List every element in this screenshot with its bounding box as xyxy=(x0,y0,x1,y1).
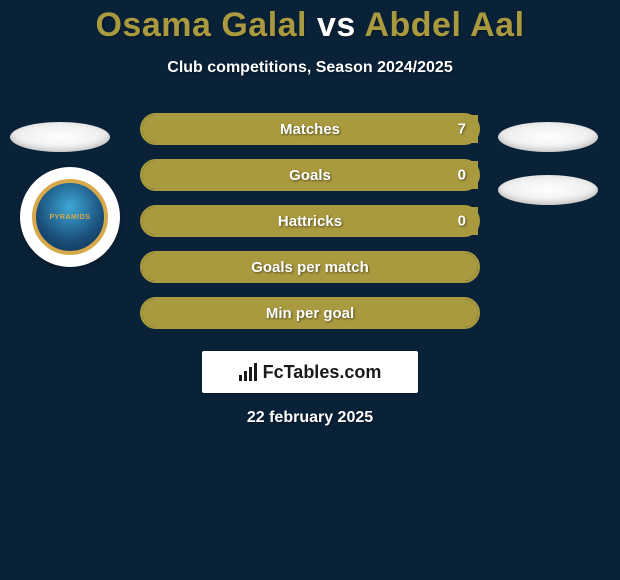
title-player2: Abdel Aal xyxy=(364,6,524,44)
stat-row: Min per goal xyxy=(140,297,480,329)
subtitle: Club competitions, Season 2024/2025 xyxy=(0,59,620,77)
stat-label: Goals xyxy=(289,167,331,184)
date-text: 22 february 2025 xyxy=(0,409,620,427)
stat-label: Min per goal xyxy=(266,305,354,322)
stat-value-right: 0 xyxy=(458,213,466,230)
stat-row: Goals per match xyxy=(140,251,480,283)
player2-avatar xyxy=(498,122,598,152)
stat-row: Goals 0 xyxy=(140,159,480,191)
stat-value-right: 7 xyxy=(458,121,466,138)
player1-club-badge: PYRAMIDS xyxy=(20,167,120,267)
bars-icon xyxy=(239,363,257,381)
player2-club-avatar xyxy=(498,175,598,205)
player1-avatar xyxy=(10,122,110,152)
stat-label: Matches xyxy=(280,121,340,138)
stat-row: Hattricks 0 xyxy=(140,205,480,237)
page-title: Osama Galal vs Abdel Aal xyxy=(0,0,620,45)
brand-text: FcTables.com xyxy=(263,362,382,383)
comparison-card: Osama Galal vs Abdel Aal Club competitio… xyxy=(0,0,620,427)
stat-row: Matches 7 xyxy=(140,113,480,145)
title-player1: Osama Galal xyxy=(95,6,307,44)
stat-label: Hattricks xyxy=(278,213,342,230)
title-vs: vs xyxy=(317,6,356,44)
stat-value-right: 0 xyxy=(458,167,466,184)
player1-club-name: PYRAMIDS xyxy=(50,214,91,221)
stat-label: Goals per match xyxy=(251,259,369,276)
brand-pill: FcTables.com xyxy=(202,351,418,393)
